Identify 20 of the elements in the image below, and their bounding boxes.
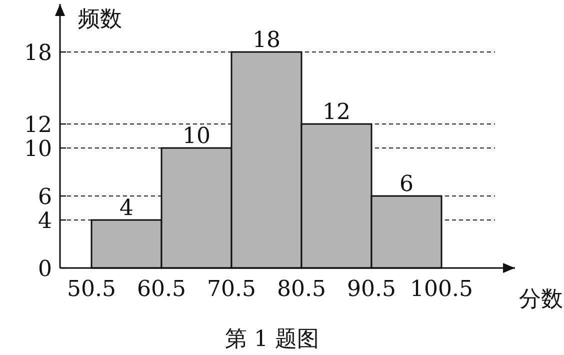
data-label: 4 [120, 196, 134, 221]
data-label: 6 [400, 172, 414, 197]
y-tick-label: 18 [24, 41, 52, 66]
x-tick-label: 50.5 [67, 277, 116, 302]
y-tick-label: 0 [38, 257, 52, 282]
y-axis-title: 频数 [78, 7, 122, 32]
x-tick-label: 70.5 [207, 277, 256, 302]
y-tick-label: 4 [38, 209, 52, 234]
x-tick-label: 90.5 [347, 277, 396, 302]
data-label: 10 [182, 124, 210, 149]
x-axis-title: 分数 [519, 287, 563, 312]
data-label: 18 [252, 28, 280, 53]
y-tick-label: 6 [38, 185, 52, 210]
x-tick-label: 80.5 [277, 277, 326, 302]
text: 第 1 题图 [225, 327, 319, 352]
x-tick-label: 100.5 [410, 277, 473, 302]
data-label: 12 [322, 100, 350, 125]
x-tick-label: 60.5 [137, 277, 186, 302]
y-tick-label: 12 [24, 113, 52, 138]
y-tick-label: 10 [24, 137, 52, 162]
